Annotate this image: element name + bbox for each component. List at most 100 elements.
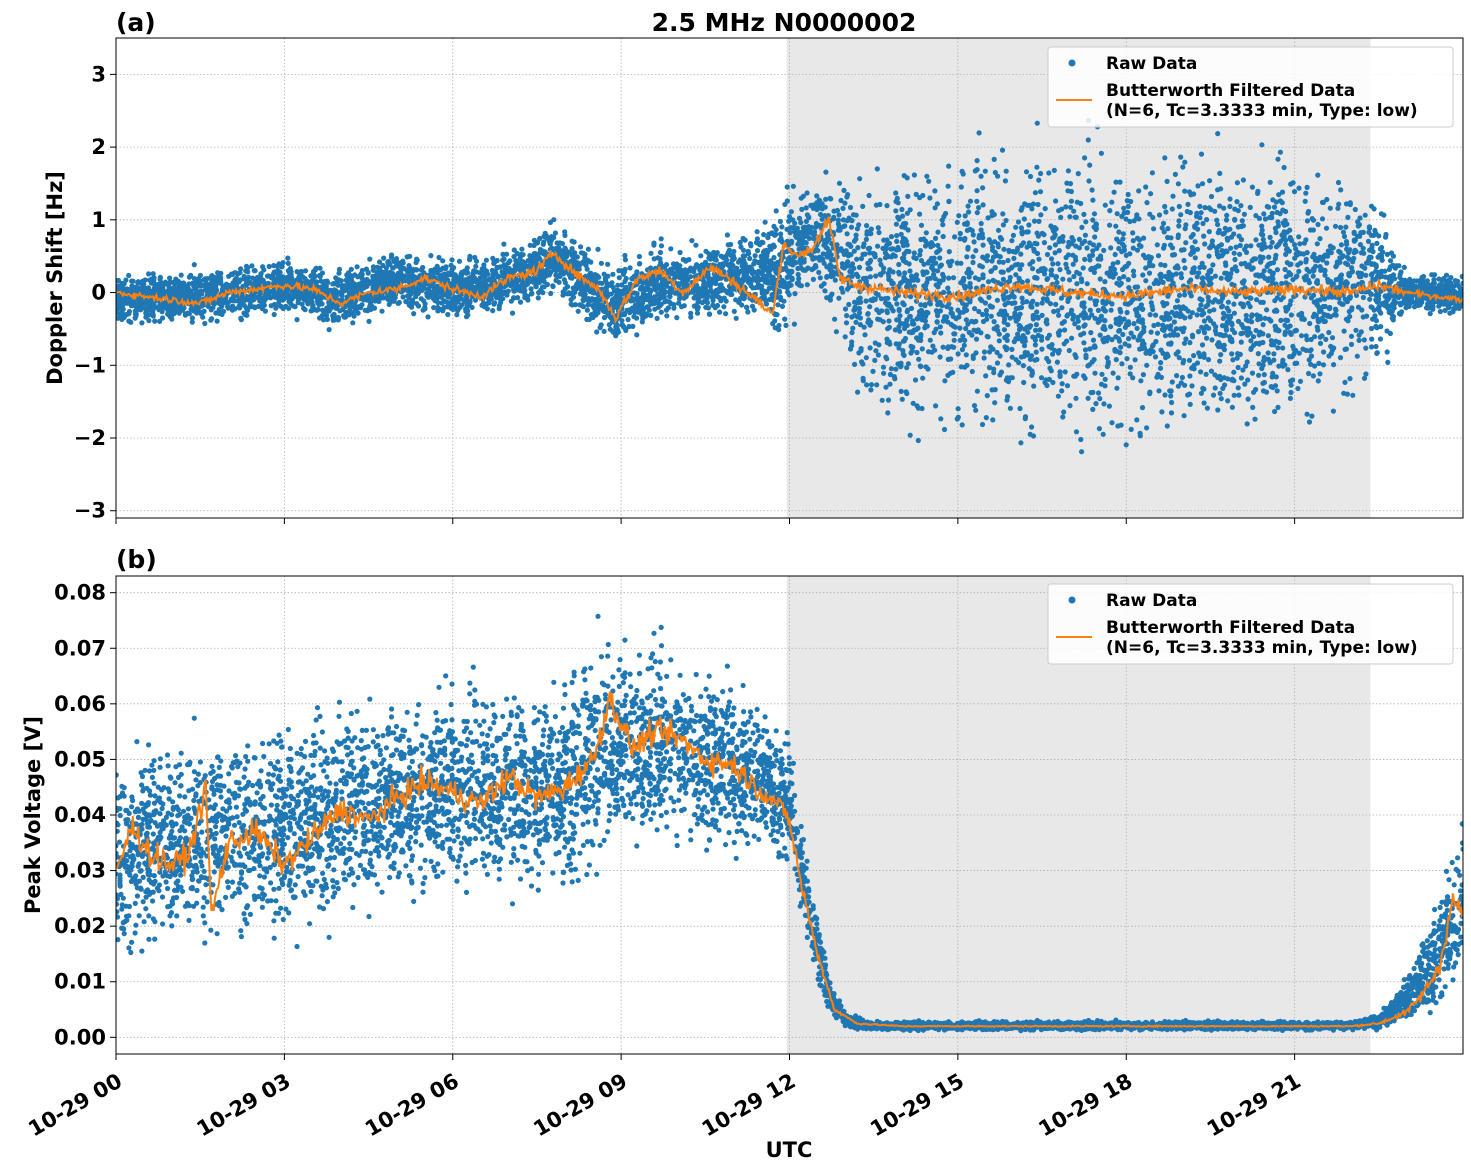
raw-data-point: [1045, 276, 1051, 282]
raw-data-point: [783, 322, 789, 328]
raw-data-point: [1119, 213, 1125, 219]
raw-data-point: [1265, 333, 1271, 339]
raw-data-point: [1214, 217, 1220, 223]
raw-data-point: [664, 313, 670, 319]
raw-data-point: [945, 344, 951, 350]
raw-data-point: [1170, 280, 1176, 286]
raw-data-point: [950, 275, 957, 281]
raw-data-point: [788, 209, 795, 215]
raw-data-point: [1150, 214, 1156, 221]
raw-data-point: [1333, 307, 1339, 313]
raw-data-point: [1312, 334, 1318, 340]
raw-data-point: [790, 225, 797, 231]
raw-data-point: [1179, 374, 1185, 381]
raw-data-point: [420, 307, 426, 313]
raw-data-point: [1325, 253, 1331, 259]
raw-data-point: [1347, 295, 1353, 301]
raw-data-point: [319, 270, 325, 276]
raw-data-point: [1176, 223, 1182, 229]
raw-data-point: [389, 252, 395, 258]
raw-data-point: [455, 306, 462, 312]
raw-data-point: [1095, 390, 1102, 396]
raw-data-point: [1283, 317, 1289, 323]
raw-data-point: [997, 353, 1003, 359]
raw-data-point: [1075, 318, 1081, 324]
raw-data-point: [982, 300, 989, 306]
raw-data-point: [285, 260, 291, 266]
raw-data-point: [1079, 224, 1085, 230]
raw-data-point: [1196, 270, 1202, 276]
raw-data-point: [974, 388, 981, 394]
raw-data-point: [933, 308, 940, 314]
raw-data-point: [1296, 350, 1302, 356]
raw-data-point: [946, 275, 952, 281]
raw-data-point: [1223, 262, 1229, 268]
raw-data-point: [1138, 378, 1144, 384]
raw-data-point: [1034, 230, 1040, 236]
raw-data-point: [847, 346, 854, 352]
raw-data-point: [978, 227, 984, 233]
raw-data-point: [1117, 179, 1123, 185]
raw-data-point: [1010, 232, 1017, 238]
raw-data-point: [132, 315, 138, 321]
raw-data-point: [1163, 209, 1169, 215]
raw-data-point: [872, 357, 878, 363]
raw-data-point: [962, 235, 968, 242]
raw-data-point: [638, 284, 644, 290]
raw-data-point: [1361, 250, 1367, 256]
raw-data-point: [877, 201, 883, 208]
raw-data-point: [875, 225, 881, 231]
raw-data-point: [1338, 242, 1344, 248]
raw-data-point: [152, 318, 158, 324]
raw-data-point: [951, 337, 957, 343]
raw-data-point: [973, 350, 979, 356]
raw-data-point: [1056, 312, 1062, 318]
raw-data-point: [1073, 395, 1079, 401]
raw-data-point: [1212, 273, 1218, 279]
raw-data-point: [1341, 328, 1347, 334]
raw-data-point: [1090, 217, 1096, 223]
raw-data-point: [980, 311, 986, 318]
raw-data-point: [775, 259, 781, 265]
raw-data-point: [1276, 363, 1282, 369]
raw-data-point: [884, 203, 890, 209]
raw-data-point: [945, 356, 951, 362]
raw-data-point: [1353, 292, 1360, 298]
raw-data-point: [1034, 301, 1040, 307]
raw-data-point: [308, 308, 314, 314]
raw-data-point: [864, 382, 870, 388]
raw-data-point: [1342, 379, 1348, 385]
raw-data-point: [1317, 371, 1323, 377]
raw-data-point: [1029, 424, 1035, 430]
raw-data-point: [1084, 245, 1090, 251]
raw-data-point: [1217, 390, 1223, 396]
raw-data-point: [1224, 212, 1230, 218]
raw-data-point: [1195, 329, 1202, 335]
raw-data-point: [1100, 300, 1106, 306]
raw-data-point: [1057, 328, 1063, 334]
raw-data-point: [945, 183, 951, 189]
raw-data-point: [1368, 325, 1375, 332]
raw-data-point: [1315, 221, 1321, 228]
raw-data-point: [856, 264, 863, 270]
raw-data-point: [1118, 344, 1124, 350]
raw-data-point: [992, 265, 998, 271]
raw-data-point: [1245, 325, 1252, 332]
raw-data-point: [1162, 333, 1169, 339]
raw-data-point: [967, 198, 974, 204]
raw-data-point: [1101, 401, 1107, 407]
raw-data-point: [965, 246, 971, 252]
raw-data-point: [1269, 239, 1275, 245]
raw-data-point: [302, 307, 308, 313]
raw-data-point: [533, 283, 539, 289]
raw-data-point: [833, 329, 840, 335]
raw-data-point: [1050, 235, 1056, 241]
raw-data-point: [899, 206, 905, 213]
raw-data-point: [544, 266, 550, 273]
raw-data-point: [1256, 372, 1262, 378]
raw-data-point: [367, 256, 373, 262]
raw-data-point: [1218, 396, 1224, 402]
raw-data-point: [915, 437, 921, 444]
raw-data-point: [1100, 325, 1106, 332]
raw-data-point: [443, 265, 449, 272]
